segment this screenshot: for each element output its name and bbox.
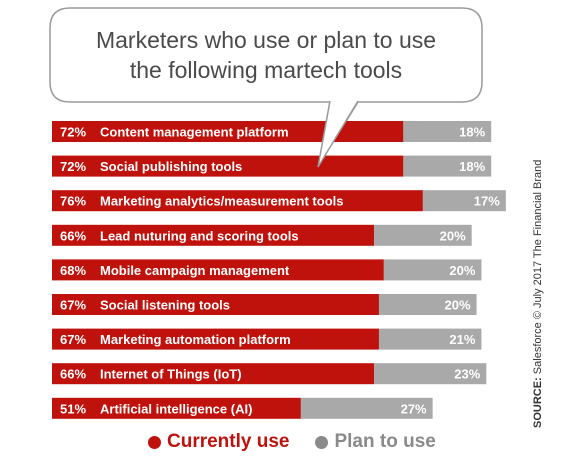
bar-row: 72% Content management platform 18%: [52, 121, 492, 142]
bar-row: 66% Lead nuturing and scoring tools 20%: [52, 224, 472, 246]
bar-currently-use: [52, 190, 423, 212]
legend-dot-currently-use-icon: [148, 435, 161, 449]
bar-row: 76% Marketing analytics/measurement tools…: [52, 190, 506, 212]
category-label: Social publishing tools: [100, 159, 242, 174]
source-note: SOURCE: Salesforce © July 2017 The Finan…: [532, 160, 544, 428]
data-label-currently-use: 67%: [60, 298, 86, 313]
category-label: Artificial intelligence (AI): [100, 401, 252, 416]
legend: Currently use Plan to use: [148, 429, 436, 455]
legend-item-plan-to-use: Plan to use: [315, 431, 436, 453]
data-label-plan-to-use: 27%: [401, 401, 427, 416]
source-text: Salesforce © July 2017 The Financial Bra…: [532, 159, 544, 375]
legend-label-plan-to-use: Plan to use: [334, 431, 436, 452]
bar-row: 68% Mobile campaign management 20%: [52, 259, 482, 281]
data-label-currently-use: 68%: [60, 263, 86, 278]
bar-plan-to-use: [383, 259, 482, 281]
category-label: Lead nuturing and scoring tools: [100, 228, 299, 243]
bar-plan-to-use: [378, 328, 482, 350]
chart-title-line-1: Marketers who use or plan to use: [95, 27, 437, 53]
bar-row: 67% Social listening tools 20%: [52, 294, 477, 315]
chart-title: Marketers who use or plan to use the fol…: [60, 18, 472, 92]
legend-item-currently-use: Currently use: [148, 431, 289, 453]
title-callout-bubble: [49, 7, 483, 130]
bar-currently-use: [52, 121, 404, 142]
bars-layer: 72% Content management platform 18% 72% Soci…: [52, 121, 506, 419]
legend-dot-plan-to-use-icon: [315, 435, 329, 449]
bar-plan-to-use: [403, 155, 492, 177]
bar-currently-use: [52, 259, 384, 281]
bar-row: 72% Social publishing tools 18%: [52, 155, 492, 177]
bar-plan-to-use: [374, 363, 487, 385]
data-label-currently-use: 76%: [60, 194, 86, 209]
bar-currently-use: [52, 363, 375, 385]
bar-plan-to-use: [422, 190, 506, 212]
data-label-plan-to-use: 23%: [454, 367, 480, 382]
data-label-currently-use: 72%: [60, 159, 86, 174]
category-label: Content management platform: [100, 125, 289, 140]
data-label-plan-to-use: 20%: [445, 298, 471, 313]
bar-row: 67% Marketing automation platform 21%: [52, 328, 482, 350]
data-label-plan-to-use: 21%: [449, 332, 475, 347]
data-label-plan-to-use: 18%: [459, 125, 485, 140]
bar-row: 51% Artificial intelligence (AI) 27%: [52, 397, 433, 419]
data-label-plan-to-use: 20%: [440, 228, 466, 243]
bar-plan-to-use: [300, 397, 433, 419]
bar-row: 66% Internet of Things (IoT) 23%: [52, 363, 487, 385]
chart-title-line-2: the following martech tools: [129, 57, 403, 83]
category-label: Mobile campaign management: [100, 263, 290, 278]
data-label-plan-to-use: 18%: [459, 159, 485, 174]
data-label-plan-to-use: 17%: [474, 194, 500, 209]
bar-plan-to-use: [403, 121, 492, 142]
data-label-currently-use: 51%: [60, 401, 86, 416]
source-label: SOURCE:: [532, 377, 544, 428]
bar-currently-use: [52, 294, 379, 315]
category-label: Social listening tools: [100, 298, 230, 313]
category-label: Marketing automation platform: [100, 332, 291, 347]
bar-plan-to-use: [374, 224, 472, 246]
data-label-currently-use: 67%: [60, 332, 86, 347]
data-label-plan-to-use: 20%: [449, 263, 475, 278]
data-label-currently-use: 66%: [60, 228, 86, 243]
bar-currently-use: [52, 155, 404, 177]
legend-label-currently-use: Currently use: [167, 431, 290, 452]
bar-plan-to-use: [378, 294, 477, 315]
category-label: Marketing analytics/measurement tools: [100, 194, 343, 209]
bar-currently-use: [52, 224, 375, 246]
callout-shape: [49, 7, 483, 130]
data-label-currently-use: 72%: [60, 125, 86, 140]
category-label: Internet of Things (IoT): [100, 367, 242, 382]
bar-currently-use: [52, 328, 379, 350]
bar-currently-use: [52, 397, 301, 419]
data-label-currently-use: 66%: [60, 367, 86, 382]
